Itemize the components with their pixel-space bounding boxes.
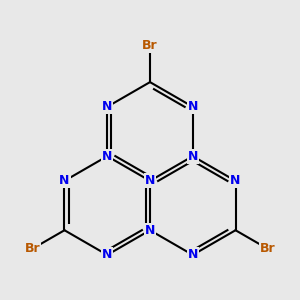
Text: N: N bbox=[230, 174, 241, 188]
Text: Br: Br bbox=[260, 242, 275, 255]
Text: N: N bbox=[102, 248, 112, 261]
Text: N: N bbox=[145, 224, 155, 237]
Text: N: N bbox=[145, 174, 155, 188]
Text: N: N bbox=[59, 174, 70, 188]
Text: N: N bbox=[188, 248, 198, 261]
Text: N: N bbox=[102, 150, 112, 163]
Text: N: N bbox=[188, 100, 198, 113]
Text: N: N bbox=[102, 100, 112, 113]
Text: N: N bbox=[188, 150, 198, 163]
Text: Br: Br bbox=[25, 242, 40, 255]
Text: Br: Br bbox=[142, 39, 158, 52]
